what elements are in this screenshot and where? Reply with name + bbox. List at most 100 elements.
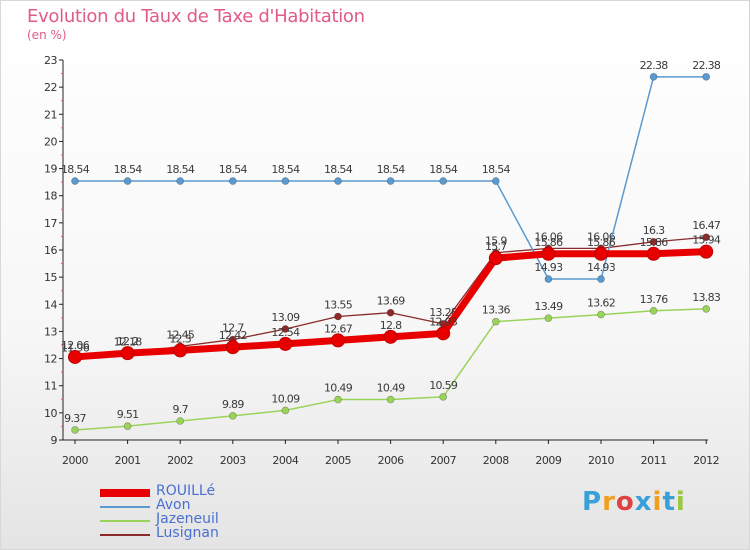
proxiti-logo: Proxiti: [582, 487, 686, 517]
legend-label: Jazeneuil: [156, 511, 219, 527]
data-point: [699, 244, 714, 259]
logo-letter: t: [662, 487, 676, 517]
data-label: 22.38: [692, 59, 721, 72]
data-label: 12.8: [380, 319, 402, 332]
data-label: 18.54: [219, 163, 248, 176]
x-tick-label: 2006: [378, 454, 404, 467]
data-label: 10.09: [271, 392, 300, 405]
data-point: [383, 329, 398, 344]
data-point: [176, 417, 184, 425]
data-label: 18.54: [324, 163, 353, 176]
data-point: [439, 177, 448, 185]
y-tick-label: 16: [44, 244, 57, 257]
data-label: 9.7: [172, 403, 188, 416]
data-point: [120, 346, 135, 361]
data-point: [491, 177, 500, 185]
data-point: [176, 177, 184, 185]
data-point: [386, 177, 395, 185]
x-tick-label: 2011: [641, 454, 667, 467]
x-tick-label: 2002: [167, 454, 193, 467]
data-point: [702, 305, 711, 313]
data-point: [173, 343, 188, 358]
data-label: 13.36: [482, 304, 511, 317]
data-point: [123, 422, 132, 430]
legend-swatch: [100, 534, 150, 536]
data-point: [68, 349, 82, 364]
data-label: 18.54: [114, 163, 143, 176]
y-tick-label: 17: [44, 217, 57, 230]
chart-title: Evolution du Taux de Taxe d'Habitation: [27, 6, 365, 27]
legend-swatch: [100, 506, 150, 508]
y-tick-label: 23: [44, 54, 57, 67]
logo-letter: i: [675, 487, 686, 517]
data-label: 15.94: [692, 234, 721, 247]
data-label: 12.93: [429, 315, 458, 328]
data-label: 18.54: [429, 163, 458, 176]
data-label: 12.3: [169, 332, 191, 345]
data-label: 12.54: [271, 326, 300, 339]
data-point: [123, 177, 132, 185]
data-point: [649, 73, 658, 81]
data-label: 12.67: [324, 322, 353, 335]
data-label: 22.38: [640, 59, 669, 72]
y-tick-label: 15: [44, 271, 57, 284]
data-point: [71, 177, 79, 185]
data-label: 13.69: [377, 295, 406, 308]
data-label: 15.9: [485, 235, 507, 248]
data-label: 12.2: [117, 335, 139, 348]
data-label: 10.49: [324, 382, 353, 395]
x-tick-label: 2009: [535, 454, 561, 467]
x-tick-label: 2004: [272, 454, 298, 467]
y-tick-label: 13: [44, 325, 57, 338]
x-tick-label: 2008: [483, 454, 509, 467]
data-point: [281, 406, 290, 415]
y-tick-label: 11: [44, 380, 57, 393]
data-point: [491, 317, 500, 326]
logo-letter: o: [615, 487, 635, 517]
data-label: 15.7: [485, 240, 507, 253]
data-point: [541, 246, 556, 261]
data-label: 16.06: [534, 230, 563, 243]
unit-label: (en %): [27, 28, 67, 42]
logo-letter: P: [582, 487, 603, 517]
data-label: 16.47: [692, 219, 721, 232]
data-label: 13.55: [324, 299, 353, 312]
y-tick-label: 10: [44, 407, 57, 420]
data-point: [281, 325, 290, 333]
data-label: 13.49: [534, 300, 563, 313]
x-tick-label: 2000: [62, 454, 88, 467]
legend-swatch: [100, 489, 150, 497]
x-tick-label: 2007: [430, 454, 456, 467]
data-point: [649, 306, 658, 315]
y-tick-label: 18: [44, 190, 57, 203]
data-label: 16.06: [587, 230, 616, 243]
data-point: [702, 73, 711, 81]
data-label: 18.54: [482, 163, 511, 176]
data-point: [334, 312, 342, 321]
y-tick-label: 19: [44, 163, 57, 176]
logo-letter: x: [634, 487, 653, 517]
data-point: [334, 177, 342, 185]
data-point: [597, 310, 605, 319]
data-label: 12.06: [61, 339, 90, 352]
y-tick-label: 12: [44, 353, 57, 366]
data-label: 18.54: [166, 163, 195, 176]
data-point: [436, 326, 451, 341]
data-point: [488, 251, 503, 266]
data-label: 15.86: [640, 236, 669, 249]
logo-letter: r: [602, 487, 616, 517]
data-label: 10.59: [429, 379, 458, 392]
data-label: 18.54: [61, 163, 90, 176]
data-label: 18.54: [377, 163, 406, 176]
y-tick-label: 22: [44, 81, 57, 94]
data-label: 12.7: [222, 322, 244, 335]
data-label: 13.28: [429, 306, 458, 319]
y-tick-label: 21: [44, 108, 57, 121]
data-point: [281, 177, 290, 185]
data-point: [229, 412, 237, 420]
data-label: 15.86: [587, 236, 616, 249]
data-label: 13.62: [587, 297, 615, 310]
data-point: [229, 177, 237, 185]
data-point: [386, 308, 395, 317]
